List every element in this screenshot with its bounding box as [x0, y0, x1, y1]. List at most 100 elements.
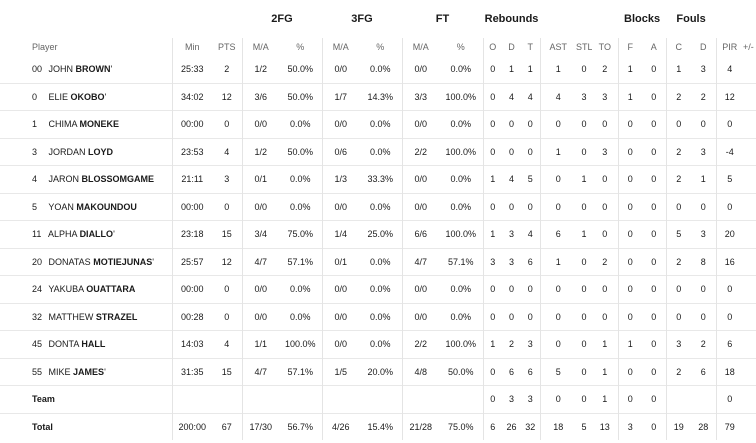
cell-reb-d: 0: [502, 302, 522, 331]
cell-blk-a: 0: [642, 247, 667, 276]
player-cell[interactable]: 32 MATTHEW STRAZEL: [0, 302, 172, 331]
player-row[interactable]: 0 ELIE OKOBO' 34:02 12 3/6 50.0% 1/7 14.3% 3/3 1…: [0, 82, 756, 111]
col-2fg-pct[interactable]: %: [296, 42, 305, 52]
cell-2fg-pct: 57.1%: [279, 357, 322, 386]
cell-to: 3: [592, 82, 619, 111]
cell-3fg-ma: 0/6: [321, 137, 359, 166]
col-3fg-pct[interactable]: %: [376, 42, 385, 52]
player-last-name[interactable]: BLOSSOMGAME: [81, 174, 155, 185]
col-pir[interactable]: PIR: [715, 38, 744, 56]
cell-reb-t: 6: [521, 247, 541, 276]
col-plus-minus[interactable]: +/-: [743, 42, 754, 52]
cell-pir: 12: [715, 82, 744, 111]
col-player[interactable]: Player: [32, 42, 58, 52]
cell-pir: 0: [715, 192, 744, 221]
col-foul-d[interactable]: D: [700, 42, 707, 52]
player-last-name[interactable]: JAMES: [73, 366, 105, 377]
player-last-name[interactable]: HALL: [81, 339, 106, 350]
player-row[interactable]: 11 ALPHA DIALLO' 23:18 15 3/4 75.0% 1/4 25.0% 6…: [0, 220, 756, 248]
player-last-name[interactable]: STRAZEL: [95, 311, 138, 322]
player-first-name: MATTHEW: [48, 311, 94, 322]
player-row[interactable]: 45 DONTA HALL 14:03 4 1/1 100.0% 0/0 0.0% 2/2 10…: [0, 330, 756, 358]
cell-2fg-pct: 56.7%: [279, 412, 322, 440]
col-stl[interactable]: STL: [576, 42, 593, 52]
cell-reb-t: 32: [521, 412, 541, 440]
col-pts[interactable]: PTS: [217, 42, 236, 52]
col-reb-d[interactable]: D: [508, 42, 515, 52]
cell-2fg-pct: [279, 385, 322, 413]
cell-plus-minus: [743, 302, 756, 331]
cell-ft-ma: 0/0: [401, 56, 439, 83]
player-cell[interactable]: 1 CHIMA MONEKE: [0, 110, 172, 138]
player-cell[interactable]: 0 ELIE OKOBO': [0, 82, 172, 111]
player-row[interactable]: 3 JORDAN LOYD 23:53 4 1/2 50.0% 0/6 0.0% 2/2 100…: [0, 137, 756, 166]
col-2fg-ma[interactable]: M/A: [241, 38, 279, 56]
col-ft-pct[interactable]: %: [456, 42, 465, 52]
col-ft-ma[interactable]: M/A: [401, 38, 439, 56]
player-row[interactable]: 4 JARON BLOSSOMGAME 21:11 3 0/1 0.0% 1/3 33.3%…: [0, 165, 756, 193]
cell-to: 13: [592, 412, 619, 440]
player-row[interactable]: 00 JOHN BROWN' 25:33 2 1/2 50.0% 0/0 0.0% 0/0 0.…: [0, 56, 756, 83]
cell-reb-o: 1: [482, 220, 503, 248]
cell-foul-c: 1: [665, 56, 692, 83]
col-min[interactable]: Min: [171, 38, 212, 56]
player-cell[interactable]: 3 JORDAN LOYD: [0, 137, 172, 166]
player-last-name[interactable]: MOTIEJUNAS: [93, 256, 153, 267]
player-cell[interactable]: 00 JOHN BROWN': [0, 56, 172, 83]
col-reb-o[interactable]: O: [482, 38, 503, 56]
player-last-name[interactable]: BROWN: [75, 64, 111, 75]
player-last-name[interactable]: OUATTARA: [86, 284, 136, 295]
cell-foul-c: [665, 385, 692, 413]
player-cell[interactable]: 5 YOAN MAKOUNDOU: [0, 192, 172, 221]
col-reb-t[interactable]: T: [527, 42, 534, 52]
player-cell[interactable]: 45 DONTA HALL: [0, 330, 172, 358]
cell-blk-f: 1: [617, 330, 643, 358]
cell-reb-d: 0: [502, 192, 522, 221]
col-blk-a[interactable]: A: [650, 42, 657, 52]
cell-pir: 4: [715, 56, 744, 83]
player-cell[interactable]: 20 DONATAS MOTIEJUNAS': [0, 247, 172, 276]
player-last-name[interactable]: LOYD: [88, 146, 114, 157]
cell-3fg-pct: 0.0%: [359, 275, 402, 303]
player-row[interactable]: 24 YAKUBA OUATTARA 00:00 0 0/0 0.0% 0/0 0.0% 0/…: [0, 275, 756, 303]
player-row[interactable]: 55 MIKE JAMES' 31:35 15 4/7 57.1% 1/5 20.0% 4/8…: [0, 357, 756, 386]
player-cell[interactable]: 11 ALPHA DIALLO': [0, 220, 172, 248]
player-first-name: JARON: [48, 174, 80, 185]
player-last-name[interactable]: MONEKE: [79, 119, 120, 130]
cell-ft-pct: 100.0%: [439, 330, 484, 358]
cell-reb-t: 4: [521, 82, 541, 111]
cell-3fg-ma: 0/0: [321, 302, 359, 331]
player-last-name[interactable]: DIALLO: [79, 229, 114, 240]
cell-pts: 0: [212, 110, 242, 138]
cell-3fg-pct: 15.4%: [359, 412, 402, 440]
player-cell[interactable]: 24 YAKUBA OUATTARA: [0, 275, 172, 303]
cell-foul-d: 1: [691, 165, 717, 193]
player-last-name[interactable]: OKOBO: [70, 91, 105, 102]
cell-pir: 6: [715, 330, 744, 358]
cell-ast: 1: [539, 247, 577, 276]
cell-min: 25:33: [171, 56, 212, 83]
cell-reb-t: 0: [521, 192, 541, 221]
cell-min: 00:00: [171, 275, 212, 303]
player-last-name[interactable]: MAKOUNDOU: [76, 201, 137, 212]
cell-ft-pct: 0.0%: [439, 192, 484, 221]
col-ast[interactable]: AST: [539, 38, 577, 56]
cell-blk-f: 1: [617, 82, 643, 111]
cell-2fg-ma: 0/0: [241, 192, 279, 221]
cell-reb-o: 0: [482, 357, 503, 386]
col-blk-f[interactable]: F: [617, 38, 643, 56]
cell-blk-f: 0: [617, 137, 643, 166]
cell-3fg-ma: 0/0: [321, 192, 359, 221]
col-to[interactable]: TO: [598, 42, 611, 52]
player-row[interactable]: 1 CHIMA MONEKE 00:00 0 0/0 0.0% 0/0 0.0% 0/0 0.0…: [0, 110, 756, 138]
col-foul-c[interactable]: C: [665, 38, 692, 56]
cell-blk-f: 0: [617, 385, 643, 413]
player-row[interactable]: 5 YOAN MAKOUNDOU 00:00 0 0/0 0.0% 0/0 0.0% 0/0 0…: [0, 192, 756, 221]
player-cell[interactable]: 55 MIKE JAMES': [0, 357, 172, 386]
cell-ast: 0: [539, 385, 577, 413]
player-row[interactable]: 20 DONATAS MOTIEJUNAS' 25:57 12 4/7 57.1% 0/1…: [0, 247, 756, 276]
col-3fg-ma[interactable]: M/A: [321, 38, 359, 56]
player-cell[interactable]: 4 JARON BLOSSOMGAME: [0, 165, 172, 193]
player-row[interactable]: 32 MATTHEW STRAZEL 00:28 0 0/0 0.0% 0/0 0.0% 0/…: [0, 302, 756, 331]
